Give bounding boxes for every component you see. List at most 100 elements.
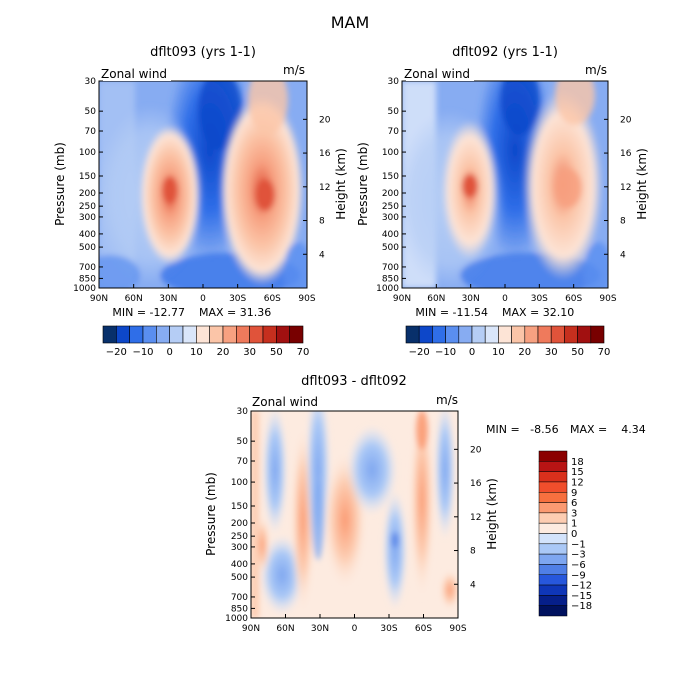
x-tick-label: 60N	[427, 294, 445, 304]
y-tick-label: 250	[382, 202, 399, 212]
colorbar-swatch	[498, 325, 512, 344]
x-tick-label: 30N	[462, 294, 480, 304]
colorbar-label: 1	[571, 519, 577, 530]
y-tick-label: 850	[382, 274, 399, 284]
colorbar-swatch	[538, 553, 568, 565]
panel-3: dflt093 - dflt092 Z	[204, 374, 646, 634]
panel-1-y2label: Height (km)	[334, 148, 348, 219]
y-tick-label: 400	[79, 230, 96, 240]
y-tick-label: 500	[382, 243, 399, 253]
panel-1-max-label: MAX = 31.36	[199, 306, 271, 319]
colorbar-label: 10	[190, 347, 203, 358]
colorbar-swatch	[196, 325, 210, 344]
y2-tick-label: 12	[319, 183, 330, 193]
y-tick-label: 300	[79, 213, 96, 223]
colorbar-swatch	[538, 492, 568, 503]
y2-tick-label: 20	[470, 445, 482, 455]
panel-1: dflt093 (yrs 1-1) Zonal wind m/s Press	[53, 45, 348, 358]
y-tick-label: 250	[79, 202, 96, 212]
colorbar-swatch	[577, 325, 592, 344]
panel-2-min-label: MIN = -11.54	[415, 306, 488, 319]
y-tick-label: 400	[231, 560, 248, 570]
x-tick-label: 30N	[311, 624, 329, 634]
y-tick-label: 150	[231, 502, 248, 512]
x-tick-label: 30S	[531, 294, 548, 304]
y2-tick-label: 8	[319, 217, 325, 227]
x-tick-label: 90N	[90, 294, 108, 304]
panel-2: dflt092 (yrs 1-1) Zonal wind m/s Pressur…	[356, 45, 649, 358]
colorbar-swatch	[405, 325, 420, 344]
x-tick-label: 30N	[159, 294, 177, 304]
colorbar-swatch	[538, 564, 568, 575]
y-tick-label: 70	[85, 127, 97, 137]
y-tick-label: 850	[231, 604, 248, 614]
panel-2-y2label: Height (km)	[635, 148, 649, 219]
x-tick-label: 0	[200, 294, 206, 304]
colorbar-swatch	[289, 325, 304, 344]
y-tick-label: 300	[231, 543, 248, 553]
colorbar-label: 70	[297, 347, 310, 358]
y-tick-label: 30	[237, 407, 249, 417]
colorbar-swatch	[222, 325, 237, 344]
panel-2-y2-ticks: 20 16 12 8 4	[604, 115, 632, 260]
panel-1-ylabel: Pressure (mb)	[53, 142, 67, 226]
colorbar-swatch	[102, 325, 117, 344]
colorbar-swatch	[209, 325, 224, 344]
colorbar-swatch	[276, 325, 290, 344]
colorbar-swatch	[538, 461, 568, 472]
panel-1-units: m/s	[283, 63, 305, 77]
x-tick-label: 90S	[298, 294, 315, 304]
colorbar-swatch	[169, 325, 184, 344]
x-tick-label: 60S	[264, 294, 281, 304]
x-tick-label: 60N	[276, 624, 294, 634]
colorbar-label: 9	[571, 488, 577, 499]
panel-1-title: dflt093 (yrs 1-1)	[150, 45, 256, 60]
x-tick-label: 90N	[242, 624, 260, 634]
y2-tick-label: 12	[620, 183, 631, 193]
panel-2-title: dflt092 (yrs 1-1)	[452, 45, 558, 60]
panel-1-min-label: MIN = -12.77	[112, 306, 185, 319]
panel-1-field	[99, 81, 307, 288]
y-tick-label: 700	[382, 263, 399, 273]
colorbar-swatch	[484, 325, 499, 344]
y-tick-label: 30	[85, 77, 97, 87]
panel-3-max-label: MAX = 4.34	[570, 423, 646, 436]
colorbar-label: −1	[571, 539, 586, 550]
y2-tick-label: 4	[319, 250, 325, 260]
panel-1-colorbar: −20 −10 0 10 20 30 50 70	[102, 325, 310, 358]
panel-3-ylabel: Pressure (mb)	[204, 472, 218, 556]
colorbar-label: 30	[545, 347, 558, 358]
colorbar-swatch	[236, 325, 250, 344]
colorbar-swatch	[538, 574, 568, 586]
colorbar-swatch	[129, 325, 144, 344]
colorbar-label: 6	[571, 498, 577, 509]
colorbar-swatch	[538, 605, 568, 617]
panel-3-y2-ticks: 20 16 12 8 4	[454, 445, 482, 590]
colorbar-swatch	[249, 325, 264, 344]
colorbar-swatch	[116, 325, 130, 344]
y-tick-label: 50	[237, 437, 249, 447]
y2-tick-label: 12	[470, 513, 481, 523]
colorbar-label: −10	[435, 347, 456, 358]
colorbar-swatch	[458, 325, 473, 344]
panel-3-field-label: Zonal wind	[252, 395, 318, 409]
y-tick-label: 70	[237, 457, 249, 467]
colorbar-swatch	[182, 325, 197, 344]
y-tick-label: 100	[382, 148, 399, 158]
panel-2-units: m/s	[585, 63, 607, 77]
panel-3-x-ticks: 90N 60N 30N 0 30S 60S 90S	[242, 614, 467, 634]
colorbar-swatch	[538, 512, 568, 524]
y-tick-label: 150	[79, 172, 96, 182]
y-tick-label: 100	[79, 148, 96, 158]
colorbar-swatch	[564, 325, 578, 344]
panel-3-min-label: MIN = -8.56	[486, 423, 559, 436]
colorbar-label: 0	[469, 347, 475, 358]
y-tick-label: 400	[382, 230, 399, 240]
colorbar-label: −15	[571, 591, 592, 602]
y-tick-label: 1000	[73, 284, 96, 294]
x-tick-label: 60S	[415, 624, 432, 634]
colorbar-swatch	[538, 502, 568, 514]
colorbar-label: 70	[598, 347, 611, 358]
